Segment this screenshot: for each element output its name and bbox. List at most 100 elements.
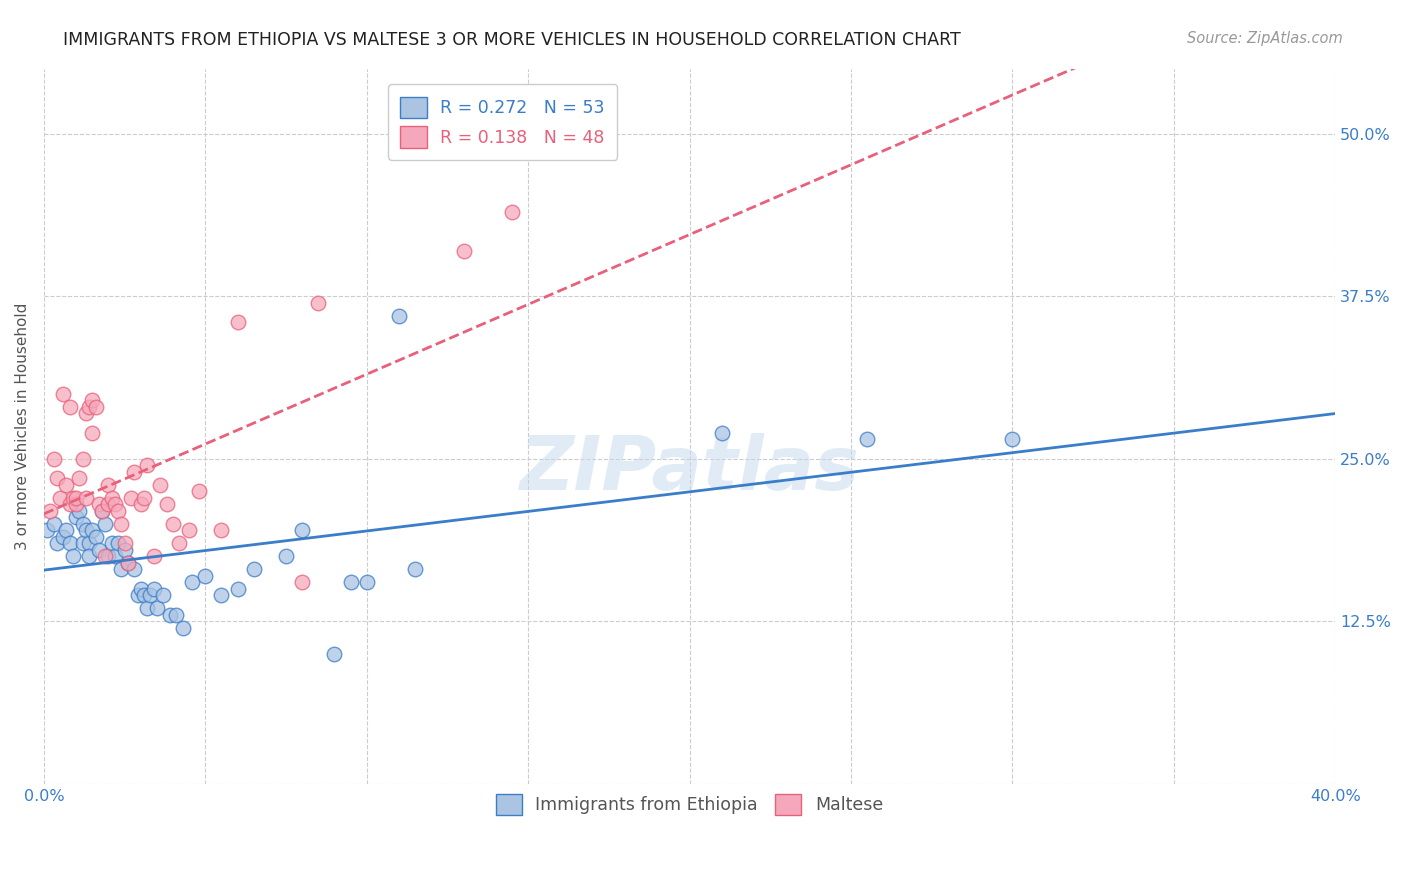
Point [453,244,475,258]
Point [129,497,152,511]
Point [194,569,217,583]
Point [77,400,100,414]
Point [142,549,165,564]
Point [77,549,100,564]
Point [211,524,233,538]
Point [62,491,84,505]
Point [117,556,139,570]
Point [120,491,142,505]
Point [45,471,67,485]
Point [82,393,104,408]
Point [55,478,77,492]
Legend: Immigrants from Ethiopia, Maltese: Immigrants from Ethiopia, Maltese [485,783,894,825]
Point [856,433,879,447]
Point [77,536,100,550]
Point [159,607,181,622]
Point [67,471,90,485]
Point [162,516,184,531]
Point [501,204,523,219]
Point [165,607,187,622]
Point [155,497,177,511]
Point [72,451,94,466]
Point [72,516,94,531]
Point [136,601,159,615]
Point [94,549,117,564]
Point [65,497,87,511]
Point [75,491,97,505]
Point [37,524,59,538]
Point [104,497,127,511]
Point [49,491,72,505]
Point [114,542,136,557]
Point [59,497,82,511]
Point [82,425,104,440]
Point [211,589,233,603]
Point [124,465,146,479]
Point [172,621,194,635]
Point [39,504,62,518]
Point [339,575,361,590]
Point [291,524,314,538]
Point [72,536,94,550]
Point [55,524,77,538]
Point [87,542,110,557]
Point [129,582,152,596]
Point [107,504,129,518]
Point [149,478,172,492]
Point [127,589,149,603]
Point [323,647,346,661]
Point [75,524,97,538]
Point [710,425,733,440]
Point [94,516,117,531]
Point [65,510,87,524]
Point [226,315,249,329]
Point [107,536,129,550]
Point [142,582,165,596]
Point [75,406,97,420]
Point [136,458,159,473]
Point [124,562,146,576]
Point [388,309,411,323]
Y-axis label: 3 or more Vehicles in Household: 3 or more Vehicles in Household [15,302,30,550]
Text: IMMIGRANTS FROM ETHIOPIA VS MALTESE 3 OR MORE VEHICLES IN HOUSEHOLD CORRELATION : IMMIGRANTS FROM ETHIOPIA VS MALTESE 3 OR… [63,31,962,49]
Point [59,400,82,414]
Point [132,589,155,603]
Point [97,549,120,564]
Point [356,575,378,590]
Point [1001,433,1024,447]
Point [87,497,110,511]
Point [226,582,249,596]
Point [139,589,162,603]
Point [97,478,120,492]
Point [52,386,75,401]
Point [97,497,120,511]
Point [110,562,132,576]
Point [42,516,65,531]
Point [42,451,65,466]
Point [91,504,114,518]
Point [91,504,114,518]
Point [84,400,107,414]
Point [404,562,426,576]
Point [114,536,136,550]
Text: Source: ZipAtlas.com: Source: ZipAtlas.com [1187,31,1343,46]
Point [82,524,104,538]
Point [104,549,127,564]
Point [152,589,174,603]
Point [45,536,67,550]
Point [187,484,209,499]
Point [100,536,122,550]
Point [52,530,75,544]
Point [274,549,297,564]
Point [291,575,314,590]
Point [242,562,264,576]
Point [67,504,90,518]
Point [65,491,87,505]
Point [132,491,155,505]
Point [179,524,201,538]
Point [181,575,204,590]
Point [117,556,139,570]
Point [62,549,84,564]
Point [169,536,191,550]
Point [146,601,169,615]
